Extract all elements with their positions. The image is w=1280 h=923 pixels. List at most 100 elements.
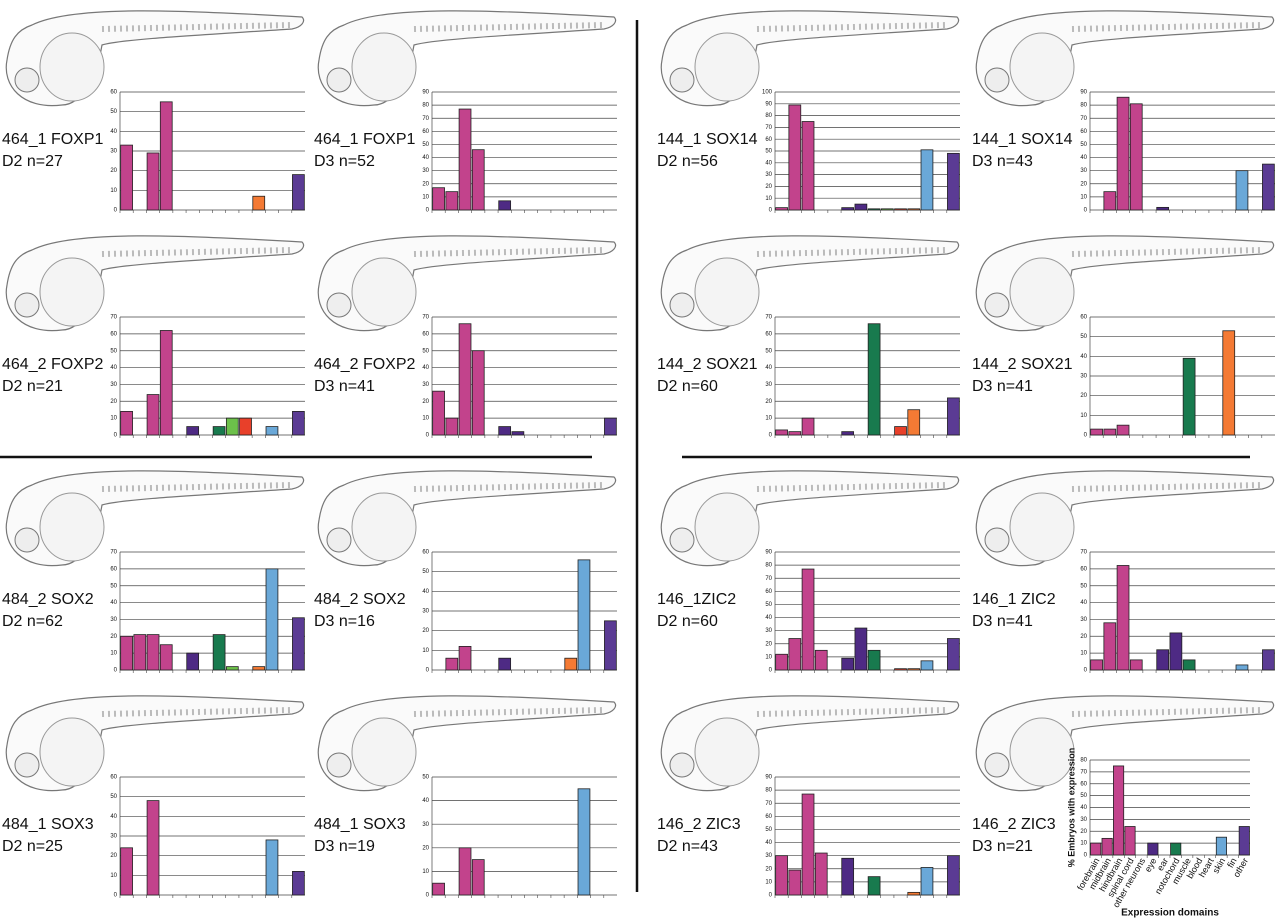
y-tick-label: 10: [765, 196, 772, 202]
bar: [225, 666, 239, 671]
y-tick-label: 0: [769, 433, 773, 439]
bar: [133, 634, 147, 671]
panel-subtitle: D3 n=41: [972, 378, 1033, 395]
y-tick-label: 80: [765, 113, 772, 119]
panel-subtitle: D3 n=43: [972, 153, 1033, 170]
y-tick-label: 0: [426, 893, 430, 899]
bar: [947, 152, 960, 211]
y-tick-label: 70: [110, 315, 117, 321]
y-tick-label: 0: [114, 208, 118, 214]
bar: [159, 644, 173, 671]
bar: [265, 426, 279, 436]
y-tick-label: 80: [1080, 758, 1087, 764]
embryo-drawing: [6, 471, 303, 566]
y-tick-label: 70: [1080, 550, 1087, 556]
y-tick-label: 0: [1084, 433, 1088, 439]
y-tick-label: 0: [114, 893, 118, 899]
y-tick-label: 20: [1080, 181, 1087, 187]
embryo-drawing: [6, 696, 303, 791]
y-tick-label: 40: [422, 365, 429, 371]
y-tick-label: 90: [765, 775, 772, 781]
y-tick-label: 80: [422, 103, 429, 109]
bar: [604, 417, 617, 436]
y-tick-label: 20: [110, 853, 117, 859]
y-tick-label: 50: [110, 109, 117, 115]
bar: [1113, 765, 1125, 856]
panel-subtitle: D3 n=52: [314, 153, 375, 170]
y-tick-label: 20: [1080, 634, 1087, 640]
y-tick-label: 0: [1084, 853, 1088, 859]
y-tick-label: 20: [422, 845, 429, 851]
panel-title: 464_2 FOXP2: [314, 356, 416, 373]
y-tick-label: 60: [422, 550, 429, 556]
embryo-drawing: [6, 11, 303, 106]
bar: [120, 847, 133, 896]
bar: [225, 417, 239, 436]
y-tick-label: 10: [110, 416, 117, 422]
embryo-drawing: [661, 696, 958, 791]
y-tick-label: 10: [110, 651, 117, 657]
panel-title: 484_2 SOX2: [314, 591, 406, 608]
bar: [1090, 659, 1103, 671]
bar: [471, 149, 485, 211]
x-tick-label: fin: [1225, 856, 1238, 869]
bar: [159, 101, 173, 211]
bar: [907, 891, 921, 896]
bar: [265, 839, 279, 896]
y-tick-label: 30: [765, 628, 772, 634]
panel-title: 484_1 SOX3: [314, 816, 406, 833]
bar: [788, 431, 802, 436]
y-tick-label: 40: [1080, 805, 1087, 811]
bar: [604, 620, 617, 671]
bar: [867, 649, 881, 671]
bar: [1101, 837, 1113, 856]
y-tick-label: 50: [110, 794, 117, 800]
y-tick-label: 20: [765, 641, 772, 647]
y-tick-label: 20: [422, 628, 429, 634]
y-tick-label: 40: [110, 814, 117, 820]
bar: [1103, 191, 1117, 211]
bar: [577, 559, 591, 671]
y-tick-label: 50: [422, 775, 429, 781]
y-tick-label: 60: [1080, 129, 1087, 135]
y-tick-label: 50: [110, 583, 117, 589]
bar: [947, 638, 960, 671]
bar: [894, 426, 907, 436]
bar: [1262, 163, 1275, 211]
panel-title: 484_1 SOX3: [2, 816, 94, 833]
y-tick-label: 10: [765, 879, 772, 885]
y-tick-label: 20: [765, 399, 772, 405]
y-tick-label: 70: [765, 576, 772, 582]
y-tick-label: 70: [422, 116, 429, 122]
bar: [907, 208, 921, 211]
bar: [1156, 649, 1170, 671]
y-tick-label: 50: [1080, 142, 1087, 148]
y-tick-label: 40: [422, 589, 429, 595]
bar: [1116, 96, 1130, 211]
y-tick-label: 60: [765, 331, 772, 337]
bar: [1222, 330, 1236, 436]
bar: [867, 323, 881, 436]
bar: [814, 649, 828, 671]
y-tick-label: 70: [765, 801, 772, 807]
y-tick-label: 80: [765, 788, 772, 794]
y-tick-label: 0: [114, 433, 118, 439]
y-tick-label: 60: [1080, 781, 1087, 787]
bar: [801, 121, 815, 211]
y-tick-label: 60: [110, 90, 117, 96]
bar: [292, 617, 305, 671]
bar: [1235, 170, 1249, 211]
y-tick-label: 0: [426, 208, 430, 214]
bar: [801, 793, 815, 896]
panel-subtitle: D3 n=19: [314, 838, 375, 855]
bar: [120, 144, 133, 211]
y-tick-label: 30: [765, 382, 772, 388]
bar: [432, 882, 445, 896]
y-tick-label: 60: [765, 814, 772, 820]
y-tick-label: 10: [110, 188, 117, 194]
y-tick-label: 0: [426, 433, 430, 439]
y-tick-label: 60: [110, 775, 117, 781]
bar: [577, 788, 591, 896]
panel-title: 146_1 ZIC2: [972, 591, 1056, 608]
